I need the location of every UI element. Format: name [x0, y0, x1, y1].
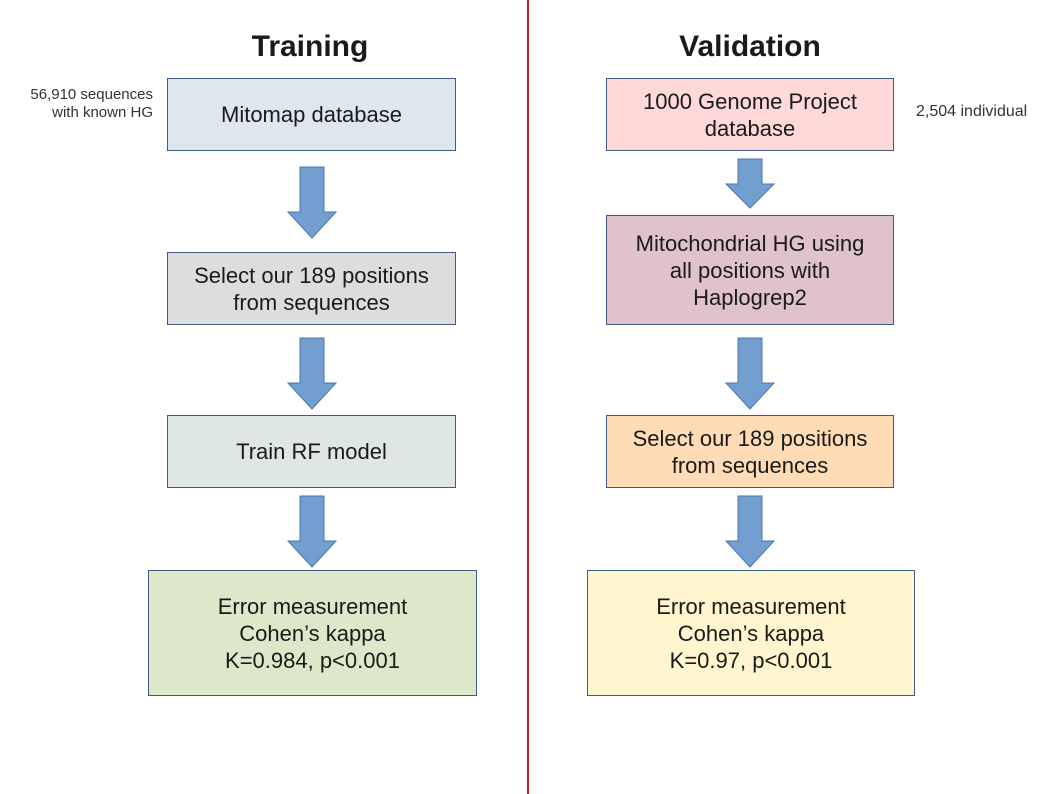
validation-arrow-3-icon	[724, 495, 776, 568]
validation-step-1000-genome-database: 1000 Genome Project database	[606, 78, 894, 151]
column-divider	[527, 0, 529, 794]
training-step-select-positions: Select our 189 positions from sequences	[167, 252, 456, 325]
validation-step-haplogrep2: Mitochondrial HG using all positions wit…	[606, 215, 894, 325]
validation-step-error-measurement: Error measurement Cohen’s kappa K=0.97, …	[587, 570, 915, 696]
training-title: Training	[251, 30, 369, 63]
training-step-train-rf-model: Train RF model	[167, 415, 456, 488]
training-arrow-3-icon	[286, 495, 338, 568]
validation-step-select-positions: Select our 189 positions from sequences	[606, 415, 894, 488]
training-arrow-2-icon	[286, 337, 338, 410]
validation-arrow-2-icon	[724, 337, 776, 410]
training-sequences-note: 56,910 sequences with known HG	[30, 86, 153, 121]
validation-individuals-note: 2,504 individual	[916, 103, 1028, 120]
validation-title: Validation	[679, 30, 821, 63]
validation-arrow-1-icon	[724, 158, 776, 209]
training-step-mitomap-database: Mitomap database	[167, 78, 456, 151]
training-step-error-measurement: Error measurement Cohen’s kappa K=0.984,…	[148, 570, 477, 696]
training-arrow-1-icon	[286, 166, 338, 239]
